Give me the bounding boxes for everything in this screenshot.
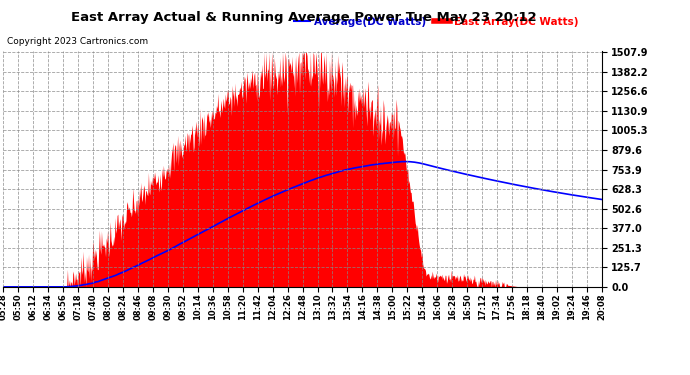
Legend: Average(DC Watts), East Array(DC Watts): Average(DC Watts), East Array(DC Watts) — [294, 17, 578, 27]
Text: Copyright 2023 Cartronics.com: Copyright 2023 Cartronics.com — [7, 38, 148, 46]
Text: East Array Actual & Running Average Power Tue May 23 20:12: East Array Actual & Running Average Powe… — [71, 11, 536, 24]
